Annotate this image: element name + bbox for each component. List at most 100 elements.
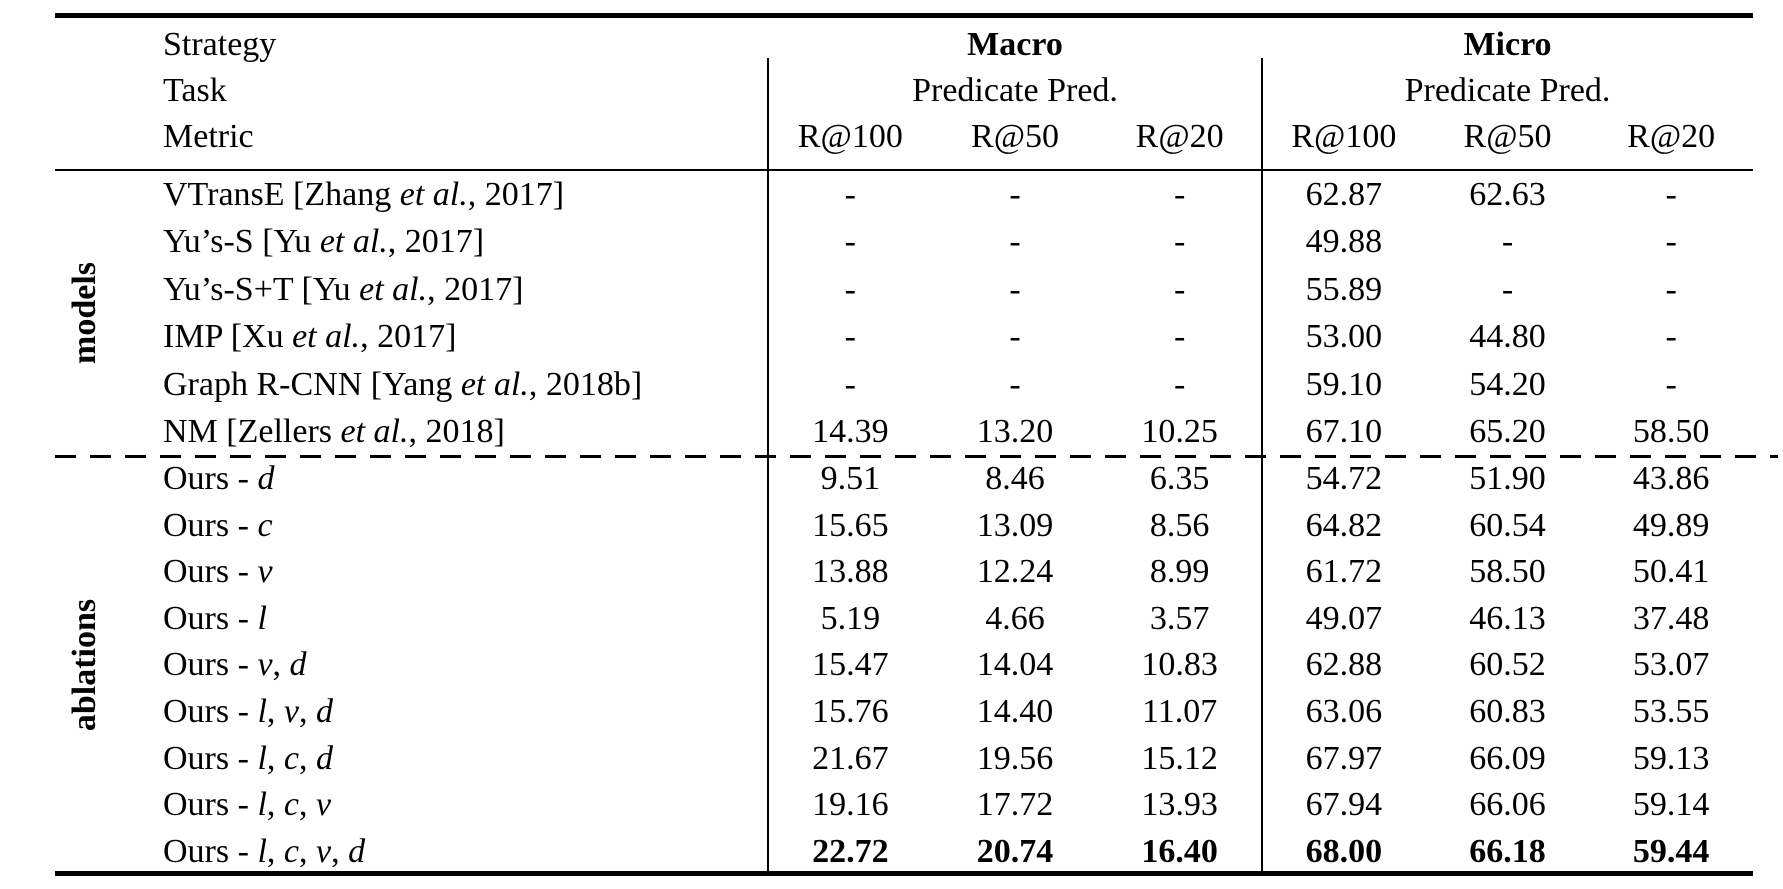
value-cell: 19.16 (812, 786, 889, 824)
table-row: Ours - v 13.88 12.24 8.99 61.72 58.50 50.41 (55, 549, 1753, 596)
table-row: Ours - l, c, d 21.67 19.56 15.12 67.97 66.09 5… (55, 735, 1753, 782)
table-row: Ours - l, c, v 19.16 17.72 13.93 67.94 66.06 5… (55, 782, 1753, 829)
row-label: Ours - d (163, 460, 275, 498)
value-cell: 62.87 (1305, 175, 1383, 213)
value-cell: 15.76 (812, 693, 889, 730)
value-cell: - (1174, 270, 1186, 308)
value-cell: 37.48 (1632, 599, 1710, 637)
value-cell: 54.20 (1469, 365, 1546, 403)
value-cell: 10.83 (1141, 646, 1218, 684)
macro-title: Macro (967, 26, 1063, 63)
metric-label: R@20 (1135, 118, 1224, 155)
value-cell: 64.82 (1305, 506, 1383, 544)
value-cell: 60.83 (1469, 693, 1546, 730)
header-strategy-label: Strategy (163, 26, 277, 63)
value-cell: 67.97 (1305, 739, 1383, 777)
table-row: Ours - l 5.19 4.66 3.57 49.07 46.13 37.48 (55, 596, 1753, 643)
value-cell: - (1009, 223, 1021, 261)
value-cell: 60.54 (1469, 506, 1546, 544)
row-label: Yu’s-S [Yu et al., 2017] (163, 223, 485, 261)
row-label: IMP [Xu et al., 2017] (163, 318, 457, 356)
value-cell: 13.88 (812, 553, 889, 591)
value-cell: 50.41 (1632, 553, 1710, 591)
table-row: Ours - v, d 15.47 14.04 10.83 62.88 60.52 53.0… (55, 642, 1753, 689)
value-cell: 53.00 (1305, 318, 1383, 356)
row-label: Ours - l, c, v (163, 786, 332, 824)
table-row: Yu’s-S+T [Yu et al., 2017] - - - 55.89 - - (55, 266, 1753, 314)
value-cell: - (1665, 175, 1677, 213)
value-cell: 5.19 (820, 599, 881, 637)
header-metric-label: Metric (163, 118, 254, 155)
table-row: NM [Zellers et al., 2018] 14.39 13.20 10.25… (55, 409, 1753, 457)
value-cell: 59.14 (1632, 786, 1710, 824)
value-cell: - (1501, 223, 1514, 261)
value-cell: 8.56 (1149, 506, 1210, 544)
value-cell: 54.72 (1305, 460, 1383, 498)
row-label: VTransE [Zhang et al., 2017] (163, 175, 565, 213)
header-meta-labels: Strategy Task Metric (163, 22, 276, 160)
value-cell: 21.67 (812, 739, 889, 777)
value-cell: 66.18 (1469, 832, 1546, 870)
value-cell: 22.72 (812, 832, 889, 870)
row-label: Ours - l, c, d (163, 739, 333, 777)
row-label: Yu’s-S+T [Yu et al., 2017] (163, 270, 524, 308)
value-cell: - (1665, 223, 1677, 261)
value-cell: 20.74 (976, 832, 1054, 870)
value-cell: 62.63 (1469, 175, 1546, 213)
value-cell: 49.89 (1632, 506, 1710, 544)
table-row: Graph R-CNN [Yang et al., 2018b] - - - 59.10… (55, 361, 1753, 409)
value-cell: 59.13 (1632, 739, 1710, 777)
value-cell: 8.46 (985, 460, 1045, 498)
value-cell: 59.44 (1632, 832, 1710, 870)
value-cell: 13.09 (976, 506, 1054, 544)
table-row: Ours - l, c, v, d 22.72 20.74 16.40 68.00 66.… (55, 828, 1753, 875)
table-body: VTransE [Zhang et al., 2017] - - - 62.87 62.6… (55, 171, 1753, 875)
table-row: IMP [Xu et al., 2017] - - - 53.00 44.80 - (55, 314, 1753, 362)
value-cell: - (844, 365, 856, 403)
value-cell: 12.24 (976, 553, 1054, 591)
table-row: Ours - l, v, d 15.76 14.40 11.07 63.06 60.83 5… (55, 689, 1753, 736)
value-cell: - (1665, 365, 1677, 403)
header-task-label: Task (163, 72, 227, 109)
metric-label: R@50 (971, 118, 1060, 155)
row-label: Ours - v (163, 553, 273, 591)
value-cell: 3.57 (1149, 599, 1210, 637)
top-rule (55, 13, 1753, 18)
value-cell: - (844, 223, 856, 261)
macro-group-header: Macro Predicate Pred. R@100 R@50 R@20 (768, 22, 1262, 160)
value-cell: 6.35 (1149, 460, 1210, 498)
value-cell: 46.13 (1469, 599, 1546, 637)
row-label: Ours - v, d (163, 646, 307, 684)
micro-title: Micro (1463, 26, 1552, 63)
value-cell: 49.07 (1305, 599, 1383, 637)
value-cell: 14.04 (976, 646, 1054, 684)
value-cell: - (1174, 175, 1186, 213)
value-cell: - (1665, 270, 1677, 308)
value-cell: 66.06 (1469, 786, 1546, 824)
value-cell: 68.00 (1305, 832, 1383, 870)
vertical-rule-middle (1261, 58, 1263, 876)
macro-metrics-row: R@100 R@50 R@20 (768, 114, 1262, 160)
row-label: Graph R-CNN [Yang et al., 2018b] (163, 365, 643, 403)
value-cell: 11.07 (1142, 693, 1218, 730)
value-cell: - (1009, 270, 1021, 308)
value-cell: 66.09 (1469, 739, 1546, 777)
micro-group-header: Micro Predicate Pred. R@100 R@50 R@20 (1262, 22, 1753, 160)
vertical-rule-left (767, 58, 769, 876)
value-cell: 63.06 (1305, 693, 1383, 730)
value-cell: 53.07 (1632, 646, 1710, 684)
metric-label: R@50 (1463, 118, 1552, 155)
metric-label: R@100 (1291, 118, 1397, 155)
value-cell: 15.65 (812, 506, 889, 544)
value-cell: 14.40 (976, 693, 1054, 730)
micro-metrics-row: R@100 R@50 R@20 (1262, 114, 1753, 160)
table-row: VTransE [Zhang et al., 2017] - - - 62.87 62.6… (55, 171, 1753, 219)
row-label: Ours - l, v, d (163, 693, 333, 730)
value-cell: 9.51 (820, 460, 881, 498)
row-label: Ours - l (163, 599, 267, 637)
value-cell: 59.10 (1305, 365, 1383, 403)
value-cell: - (1009, 318, 1021, 356)
value-cell: - (844, 270, 856, 308)
value-cell: 17.72 (976, 786, 1054, 824)
